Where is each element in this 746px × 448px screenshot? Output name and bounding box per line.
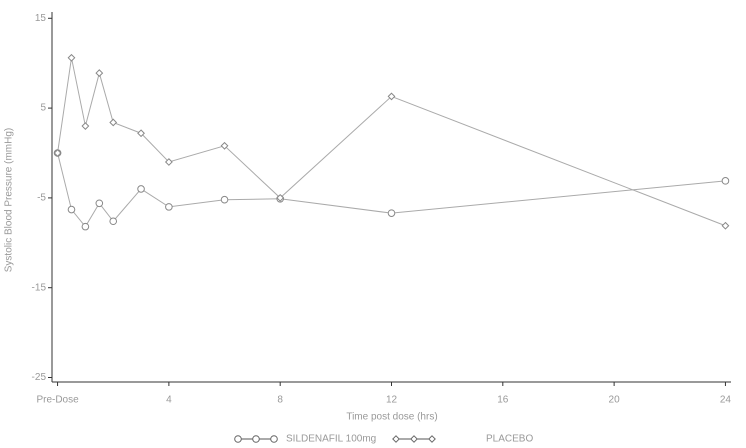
diamond-marker (276, 193, 285, 202)
circle-marker (387, 209, 396, 217)
diamond-marker (392, 435, 400, 443)
diamond-marker (67, 53, 76, 62)
diamond-marker (53, 149, 62, 157)
x-tick-label: 8 (277, 395, 283, 406)
circle-marker (67, 205, 76, 214)
circle-marker (252, 435, 260, 443)
circle-marker (109, 217, 118, 226)
y-axis-label: Systolic Blood Pressure (mmHg) (4, 128, 15, 272)
x-tick-label: 4 (166, 395, 172, 406)
x-tick-label: 12 (386, 395, 398, 406)
diamond-marker (220, 141, 229, 150)
circle-marker (234, 435, 242, 443)
series-line (57, 57, 726, 227)
diamond-marker (387, 92, 396, 101)
circle-marker (220, 195, 229, 204)
diamond-marker (410, 435, 418, 443)
y-tick-label: -15 (32, 282, 47, 293)
x-tick-label: 24 (720, 395, 732, 406)
circle-marker (165, 203, 173, 211)
circle-marker (95, 199, 104, 208)
legend-label: PLACEBO (486, 434, 533, 445)
x-axis-label: Time post dose (hrs) (346, 412, 437, 423)
x-tick-label: 16 (497, 395, 509, 406)
y-tick-label: -5 (37, 193, 46, 204)
diamond-marker (95, 69, 104, 77)
diamond-marker (721, 221, 730, 230)
y-tick-label: 5 (40, 103, 46, 114)
legend-label: SILDENAFIL 100mg (286, 434, 376, 445)
diamond-marker (137, 129, 145, 138)
diamond-marker (81, 122, 90, 130)
diamond-marker (428, 435, 436, 443)
circle-marker (721, 177, 730, 185)
y-tick-label: -25 (32, 372, 47, 383)
diamond-marker (109, 118, 118, 127)
diamond-marker (164, 158, 173, 166)
x-tick-label: Pre-Dose (36, 395, 79, 406)
circle-marker (270, 435, 278, 443)
y-tick-label: 15 (35, 13, 47, 24)
circle-marker (81, 222, 90, 231)
x-tick-label: 20 (609, 395, 621, 406)
circle-marker (137, 185, 145, 193)
